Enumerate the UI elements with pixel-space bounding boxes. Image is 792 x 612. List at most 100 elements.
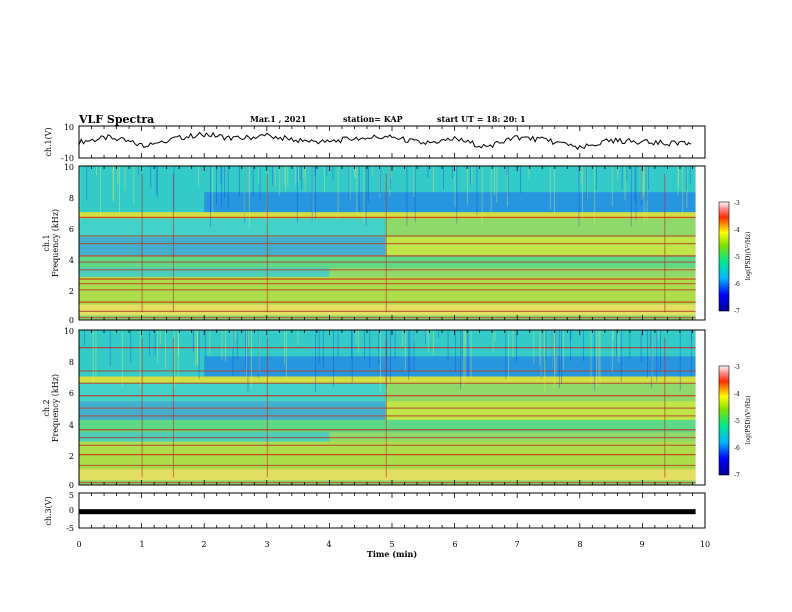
spectrogram-band [401, 330, 403, 347]
spectrogram-band [79, 429, 696, 431]
spectrogram-band [554, 330, 555, 390]
spectrogram-band [112, 166, 114, 202]
ch2-ytick-10: 10 [64, 327, 74, 336]
spectrogram-band [284, 330, 286, 365]
spectrogram-band [505, 330, 507, 380]
spectrogram-band [79, 255, 696, 257]
spectrogram-band [464, 330, 466, 381]
spectrogram-band [86, 166, 88, 200]
spectrogram-band [326, 166, 328, 176]
spectrogram-band [195, 330, 197, 368]
spectrogram-band [494, 330, 496, 342]
spectrogram-band [235, 330, 236, 339]
spectrogram-band [386, 330, 388, 363]
spectrogram-band [686, 166, 687, 192]
spectrogram-band [540, 330, 542, 380]
spectrogram-band [79, 301, 696, 303]
x-axis-label: Time (min) [367, 549, 417, 559]
spectrogram-band [322, 330, 324, 369]
spectrogram-band [216, 166, 217, 206]
ch1-spectrogram-ylabel: ch.1 [42, 234, 51, 251]
ch1-waveform-frame [78, 125, 706, 159]
spectrogram-band [311, 166, 313, 222]
spectrogram-band [611, 166, 613, 207]
spectrogram-band [539, 330, 541, 366]
spectrogram-band [79, 395, 696, 397]
spectrogram-band [210, 166, 211, 227]
xtick-label-10: 10 [700, 540, 710, 549]
ch1-frequency-ylabel: Frequency (kHz) [51, 209, 60, 277]
spectrogram-band [204, 330, 206, 358]
ch1-ytick-0: 0 [69, 316, 74, 325]
spectrogram-band [349, 166, 351, 202]
spectrogram-band [193, 330, 195, 353]
ch3-waveform-ylabel: ch.3(V) [44, 496, 53, 525]
spectrogram-band [678, 166, 679, 186]
spectrogram-band [298, 166, 299, 183]
spectrogram-band [79, 401, 386, 420]
ch1-colorbar-label: log(PSD)(V²/Hz) [745, 232, 752, 281]
spectrogram-band [79, 419, 696, 433]
spectrogram-band [456, 166, 458, 224]
spectrogram-band [452, 166, 453, 179]
spectrogram-band [79, 276, 696, 305]
spectrogram-band [562, 330, 564, 370]
spectrogram-band [236, 330, 238, 359]
spectrogram-band [133, 166, 135, 205]
spectrogram-band [266, 173, 268, 313]
ch1-cbar-tick-minus3: -3 [734, 200, 740, 207]
spectrogram-band [198, 330, 200, 380]
spectrogram-band [455, 330, 457, 372]
spectrogram-band [490, 166, 492, 212]
spectrogram-band [463, 330, 465, 387]
spectrogram-band [691, 330, 692, 339]
ch2-cbar-tick-minus4: -4 [734, 391, 740, 398]
spectrogram-band [79, 432, 330, 442]
spectrogram-band [379, 330, 381, 392]
spectrogram-band [159, 330, 161, 345]
ch1-waveform-ylabel: ch.1(V) [44, 127, 53, 156]
spectrogram-band [79, 376, 696, 383]
ch1-colorbar: -3 -4 -5 -6 -7 log(PSD)(V²/Hz) [718, 200, 752, 315]
ch1-cbar-tick-minus7: -7 [734, 308, 740, 315]
xtick-label-4: 4 [326, 540, 331, 549]
spectrogram-band [651, 330, 653, 381]
xtick-label-6: 6 [452, 540, 457, 549]
spectrogram-band [209, 330, 211, 355]
spectrogram-band [150, 166, 152, 189]
ch2-ytick-8: 8 [69, 358, 74, 367]
xtick-label-7: 7 [514, 540, 519, 549]
ch3-waveform-panel: 5 0 -5 ch.3(V) [44, 491, 706, 533]
ch1-ytick-8: 8 [69, 194, 74, 203]
spectrogram-band [198, 166, 199, 187]
spectrogram-band [79, 382, 696, 384]
spectrogram-band [596, 166, 597, 190]
spectrogram-band [650, 330, 652, 388]
spectrogram-band [467, 330, 469, 376]
spectrogram-band [561, 330, 562, 384]
ch1-ytick-6: 6 [69, 225, 74, 234]
spectrogram-band [221, 330, 223, 360]
spectrogram-band [248, 330, 249, 348]
spectrogram-band [154, 330, 156, 356]
spectrogram-band [251, 330, 252, 389]
ch1-waveform-series [78, 131, 692, 151]
spectrogram-band [232, 330, 234, 376]
spectrogram-band [112, 166, 114, 201]
spectrogram-band [109, 330, 111, 366]
spectrogram-band [141, 337, 143, 478]
spectrogram-band [551, 330, 553, 367]
spectrogram-band [379, 166, 381, 194]
spectrogram-band [315, 330, 317, 392]
spectrogram-band [506, 166, 508, 207]
spectrogram-band [599, 330, 601, 385]
ch2-cbar-tick-minus5: -5 [734, 418, 740, 425]
spectrogram-band [540, 330, 542, 380]
spectrogram-band [569, 330, 571, 361]
spectrogram-band [117, 166, 119, 185]
spectrogram-band [79, 316, 696, 319]
spectrogram-band [611, 330, 613, 372]
spectrogram-band [646, 330, 648, 378]
spectrogram-band [432, 330, 434, 356]
spectrogram-band [137, 166, 139, 176]
